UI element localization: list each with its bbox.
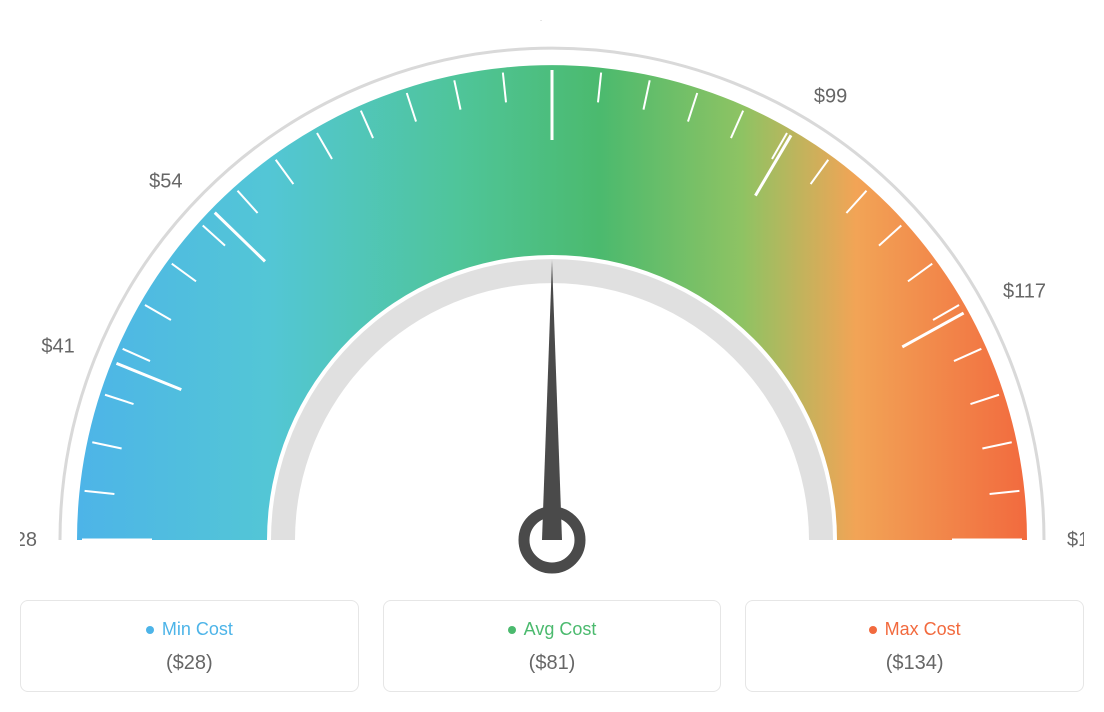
gauge-svg: $28 $41 $54 $81 $99 $117 $134 [20,20,1084,580]
legend-value-max: ($134) [760,652,1069,675]
svg-text:$117: $117 [1003,280,1046,302]
legend-card-max: Max Cost ($134) [745,600,1084,692]
legend-value-avg: ($81) [398,652,707,675]
legend-card-min: Min Cost ($28) [20,600,359,692]
legend-label-min: Min Cost [162,619,233,640]
dot-max [869,626,877,634]
svg-text:$81: $81 [535,20,568,24]
gauge-area: $28 $41 $54 $81 $99 $117 $134 [20,20,1084,580]
legend-value-min: ($28) [35,652,344,675]
legend-label-max: Max Cost [885,619,961,640]
legend-row: Min Cost ($28) Avg Cost ($81) Max Cost (… [20,600,1084,692]
dot-avg [508,626,516,634]
svg-text:$54: $54 [149,170,182,192]
svg-text:$134: $134 [1067,529,1084,551]
gauge-chart-container: $28 $41 $54 $81 $99 $117 $134 Min Cost ($28) A… [20,20,1084,692]
legend-label-avg: Avg Cost [524,619,597,640]
svg-text:$41: $41 [41,335,74,357]
dot-min [146,626,154,634]
svg-text:$99: $99 [814,86,847,108]
svg-text:$28: $28 [20,529,37,551]
legend-card-avg: Avg Cost ($81) [383,600,722,692]
